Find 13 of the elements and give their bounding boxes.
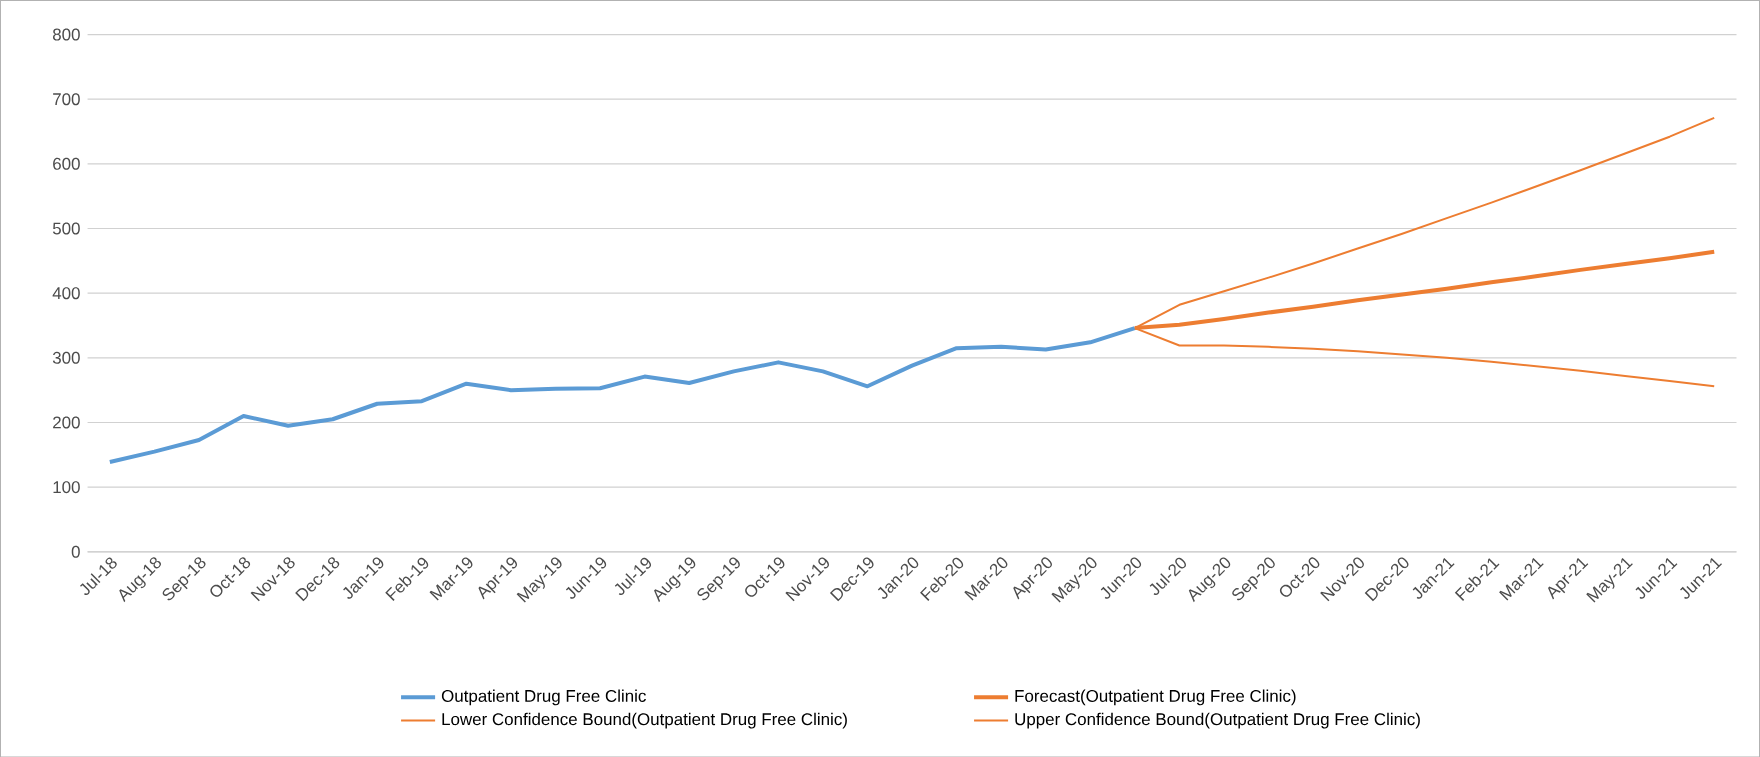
y-tick-label: 100 — [53, 480, 80, 493]
y-tick-label: 300 — [52, 351, 80, 364]
y-tick-label: 200 — [53, 416, 80, 429]
y-tick-label: 500 — [52, 222, 80, 235]
y-tick-label: 800 — [52, 28, 80, 41]
y-tick-label: 700 — [53, 93, 80, 105]
legend-label: Outpatient Drug Free Clinic — [441, 689, 646, 706]
legend-label: Lower Confidence Bound(Outpatient Drug Free Clinic) — [442, 712, 847, 729]
y-tick-label: 600 — [53, 157, 80, 170]
y-tick-label: 400 — [52, 286, 80, 299]
legend-label: Upper Confidence Bound(Outpatient Drug Free Clinic) — [1015, 712, 1420, 729]
y-tick-label: 0 — [71, 545, 80, 558]
legend-label: Forecast(Outpatient Drug Free Clinic) — [1015, 689, 1296, 706]
